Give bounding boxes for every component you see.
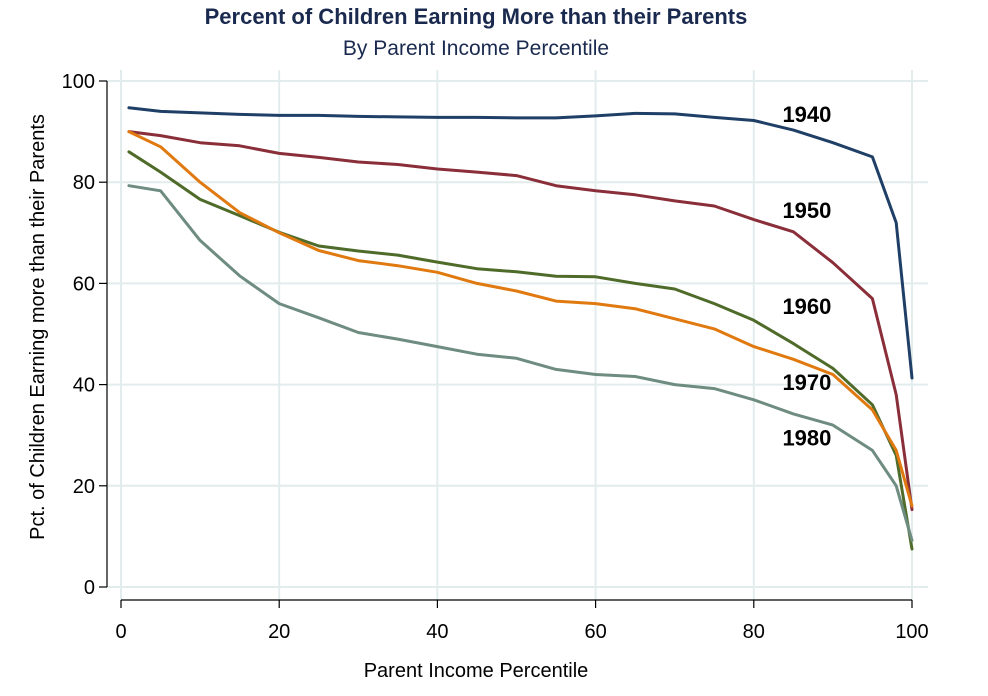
y-tick-label-0: 0 [84,577,95,599]
x-tick-label-20: 20 [268,621,290,643]
tick-labels: 0 20 40 60 80 100 0 20 40 60 80 100 [62,71,929,643]
x-axis-label: Parent Income Percentile [364,660,589,682]
x-tick-label-0: 0 [115,621,126,643]
y-tick-label-20: 20 [73,476,95,498]
series-line-1980 [127,184,914,542]
series-lines [127,106,914,551]
y-tick-label-40: 40 [73,375,95,397]
series-label-1980: 1980 [782,426,831,451]
x-tick-label-80: 80 [743,621,765,643]
series-label-1950: 1950 [782,198,831,223]
y-tick-label-60: 60 [73,273,95,295]
series-label-1960: 1960 [782,294,831,319]
y-tick-label-80: 80 [73,172,95,194]
series-label-1970: 1970 [782,370,831,395]
y-tick-label-100: 100 [62,71,95,93]
chart-subtitle: By Parent Income Percentile [343,37,609,60]
series-labels: 1940 1950 1960 1970 1980 [782,102,831,451]
series-line-1970 [127,130,914,508]
series-label-1940: 1940 [782,102,831,127]
grid [107,70,928,600]
series-line-1940 [127,106,914,380]
x-tick-label-40: 40 [426,621,448,643]
axes [99,80,913,608]
chart-title: Percent of Children Earning More than th… [205,4,748,29]
x-tick-label-60: 60 [584,621,606,643]
y-axis-label: Pct. of Children Earning more than their… [27,114,49,540]
x-tick-label-100: 100 [895,621,928,643]
series-line-1950 [127,130,914,512]
